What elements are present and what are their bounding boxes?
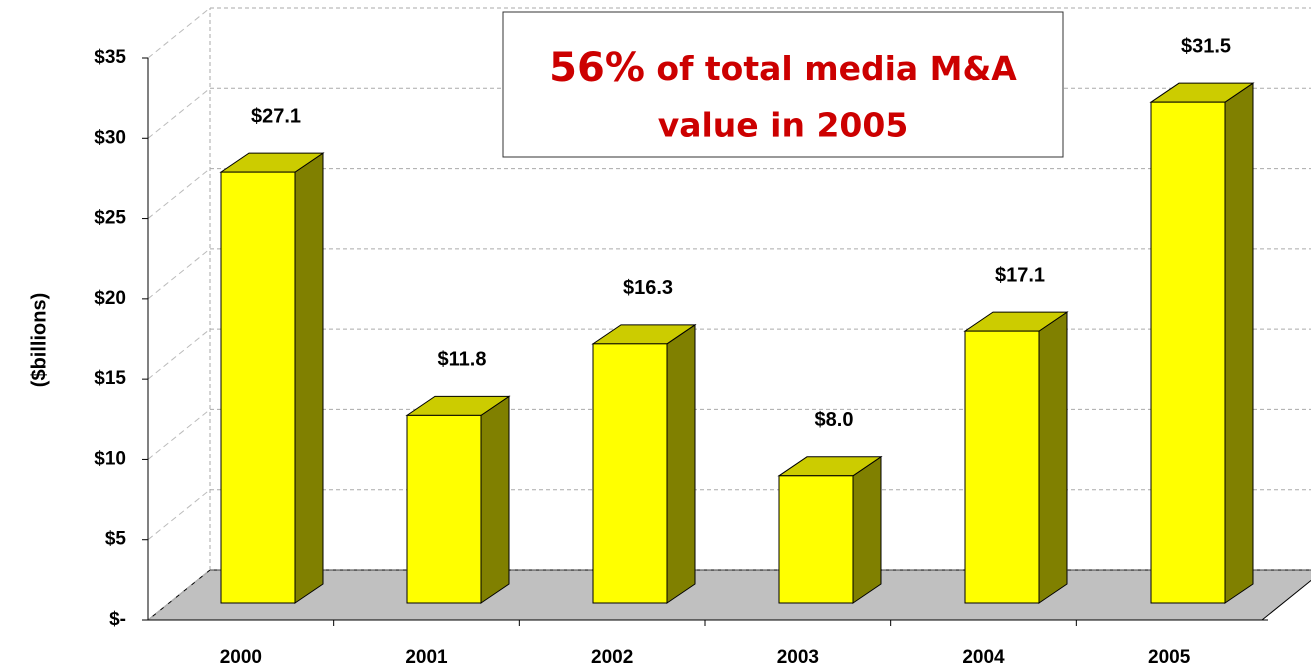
annotation-highlight: 56% bbox=[549, 45, 645, 91]
value-label: $27.1 bbox=[251, 105, 301, 127]
bar-side bbox=[1224, 82, 1254, 604]
y-tick-label: $- bbox=[109, 609, 126, 630]
x-tick-label: 2001 bbox=[405, 647, 448, 667]
bar bbox=[1150, 101, 1226, 604]
y-tick-label: $25 bbox=[94, 208, 126, 229]
bar bbox=[220, 171, 296, 604]
value-label: $17.1 bbox=[995, 264, 1045, 286]
x-tick-label: 2000 bbox=[220, 647, 262, 667]
depth-line bbox=[147, 409, 211, 460]
depth-line bbox=[147, 489, 211, 541]
value-label: $31.5 bbox=[1181, 35, 1231, 57]
bar-side bbox=[852, 455, 882, 604]
depth-line bbox=[147, 87, 211, 139]
y-tick-label: $30 bbox=[94, 127, 126, 148]
x-tick-label: 2003 bbox=[777, 647, 819, 667]
bar bbox=[778, 475, 854, 604]
depth-line bbox=[147, 328, 211, 380]
annotation-box bbox=[502, 11, 1064, 158]
depth-line bbox=[147, 569, 211, 621]
y-tick-label: $35 bbox=[94, 47, 126, 68]
x-tick-label: 2005 bbox=[1148, 647, 1191, 667]
value-label: $11.8 bbox=[438, 349, 487, 371]
y-tick-label: $10 bbox=[94, 448, 126, 469]
y-tick-label: $5 bbox=[105, 529, 127, 550]
annotation: 56% of total media M&A bbox=[549, 45, 1017, 91]
x-tick-label: 2004 bbox=[962, 647, 1005, 667]
y-tick-label: $15 bbox=[94, 368, 126, 389]
value-label: $8.0 bbox=[815, 409, 854, 431]
depth-line bbox=[147, 168, 211, 219]
bar-side bbox=[666, 323, 696, 604]
value-label: $16.3 bbox=[623, 277, 673, 299]
depth-line bbox=[147, 7, 211, 59]
bar bbox=[592, 343, 668, 604]
x-tick-label: 2002 bbox=[591, 647, 633, 667]
bar bbox=[964, 330, 1040, 604]
depth-line bbox=[147, 248, 211, 300]
annotation-text: of total media M&A bbox=[645, 49, 1017, 88]
y-axis-label: ($billions) bbox=[28, 293, 50, 387]
bar-side bbox=[480, 395, 510, 604]
annotation-text: value in 2005 bbox=[658, 106, 909, 145]
bar bbox=[406, 414, 482, 604]
bar-side bbox=[294, 152, 324, 604]
y-tick-label: $20 bbox=[94, 288, 126, 309]
bar-side bbox=[1038, 311, 1068, 604]
